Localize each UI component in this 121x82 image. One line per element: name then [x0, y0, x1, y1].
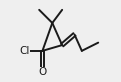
Text: O: O — [38, 67, 47, 77]
Text: Cl: Cl — [19, 46, 30, 56]
